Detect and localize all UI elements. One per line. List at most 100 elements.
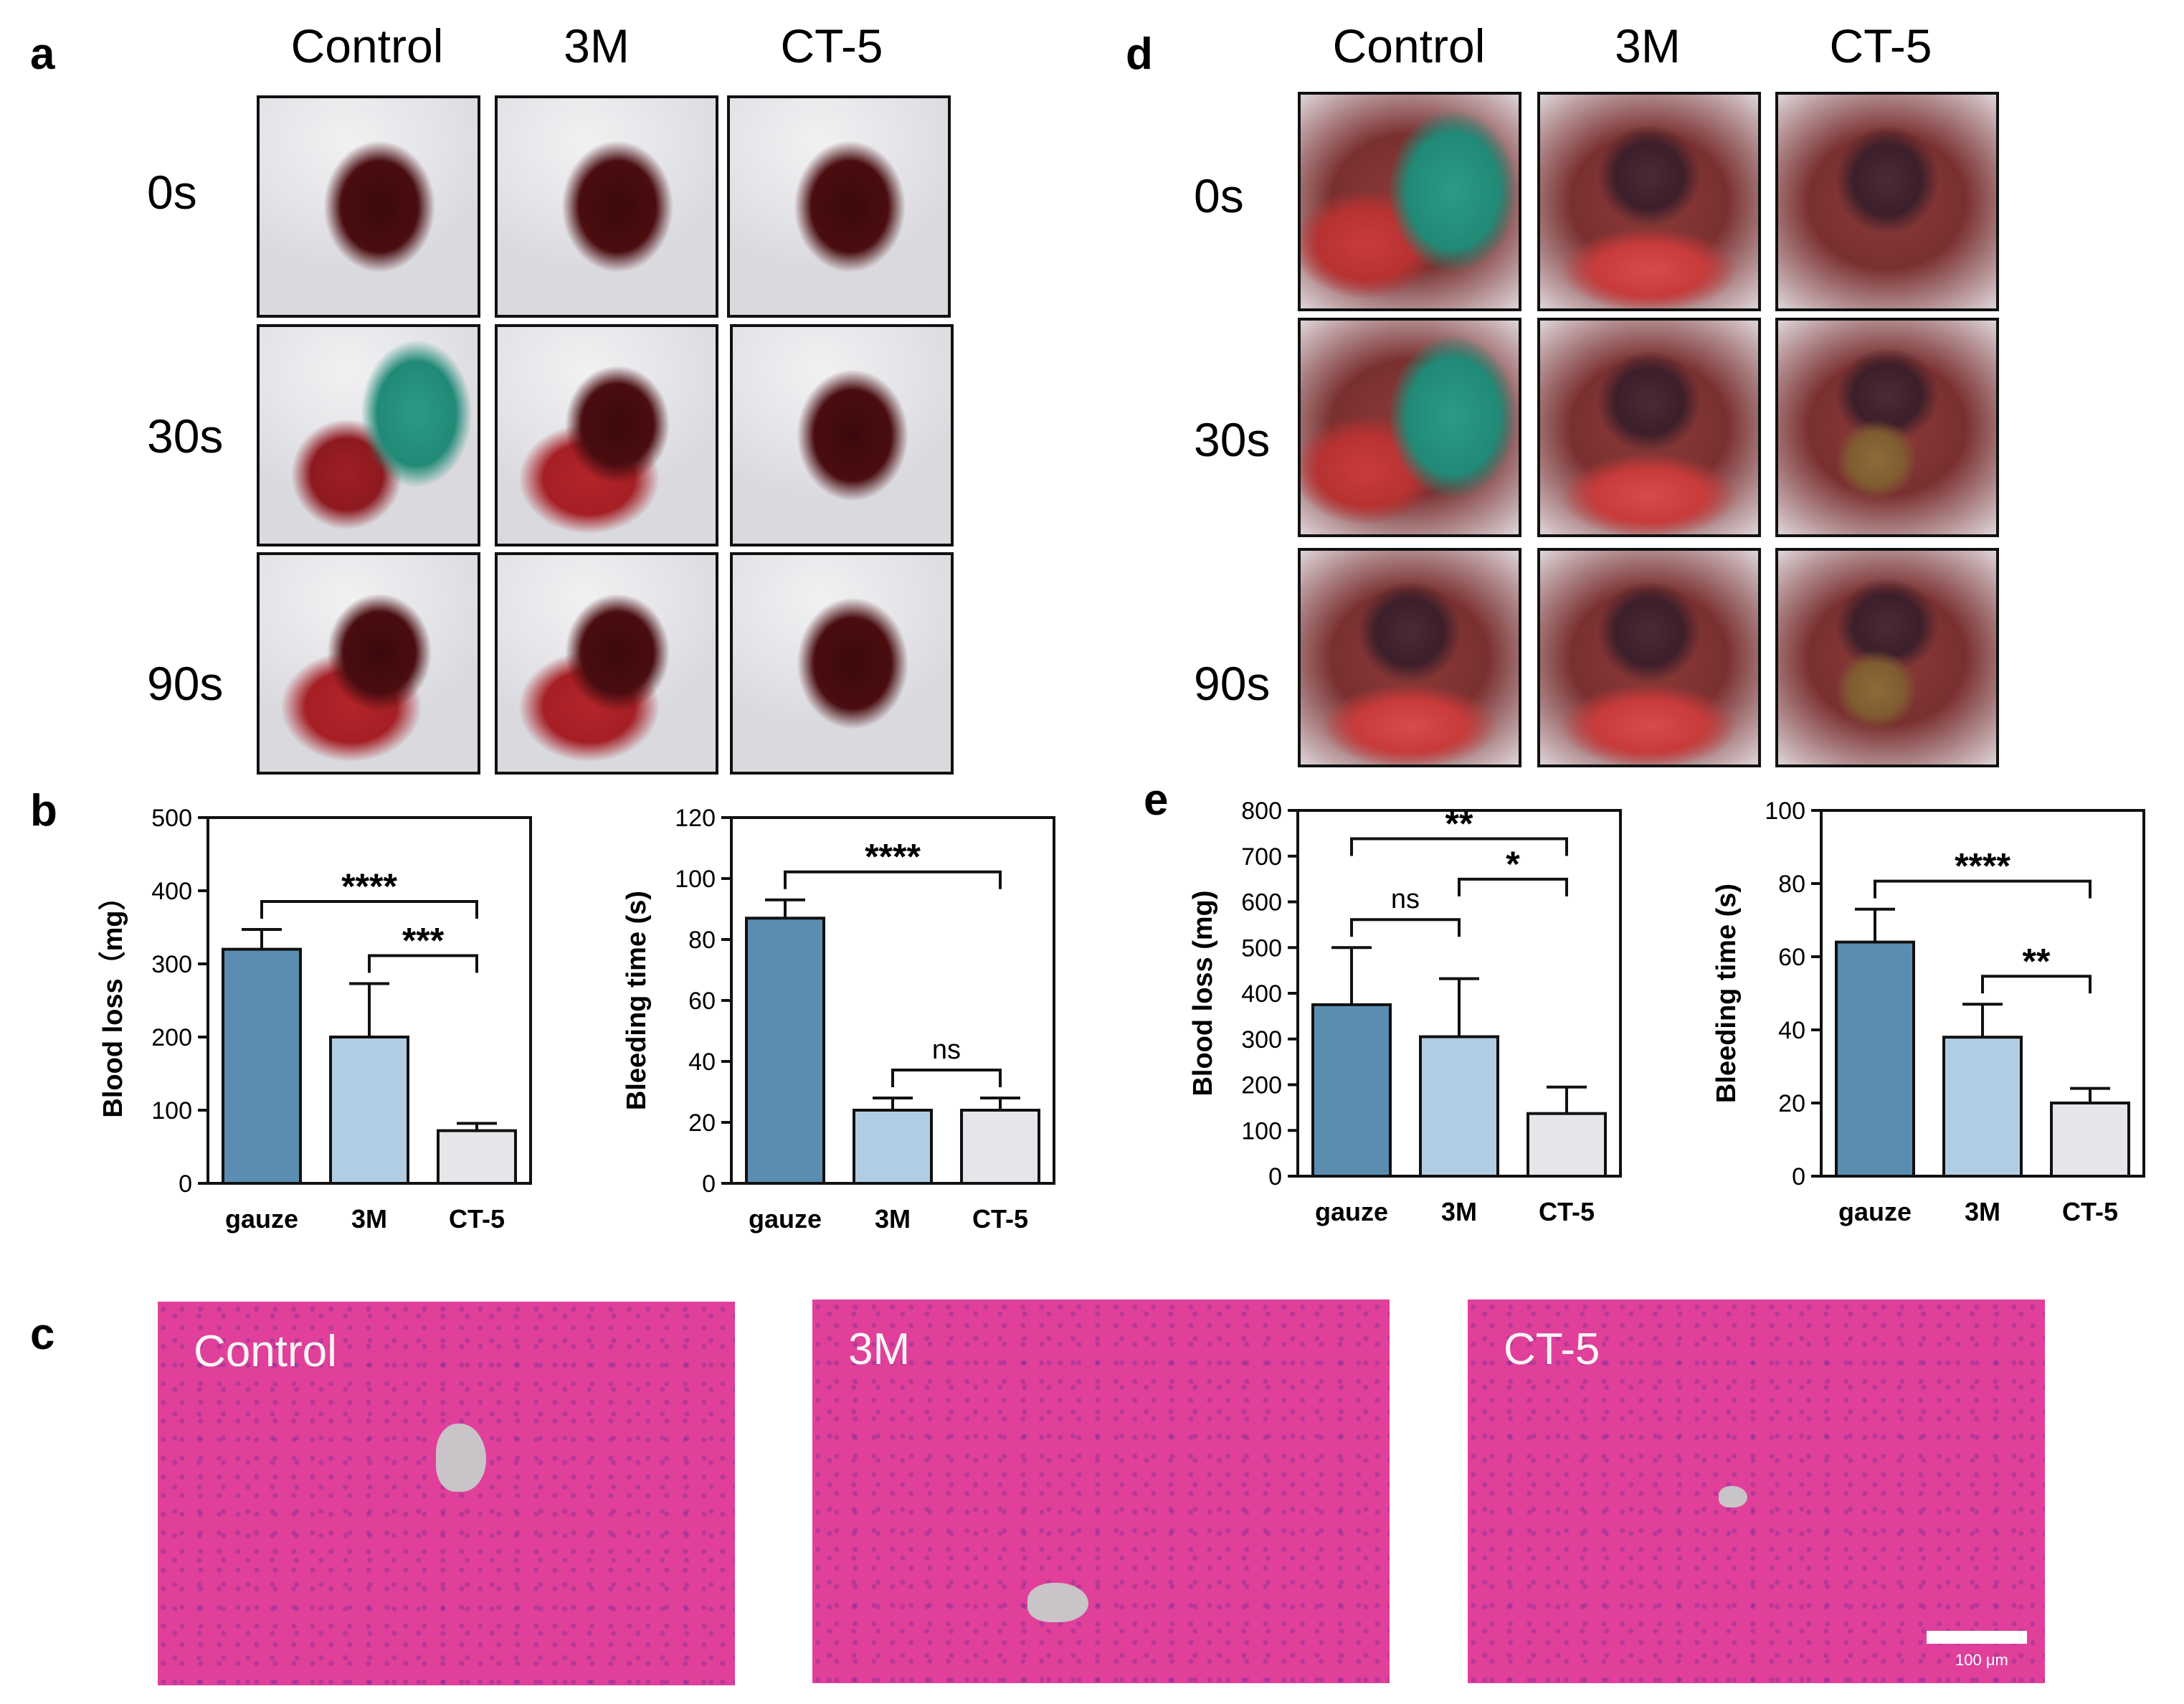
- organ-photo-ct5-30s: [1775, 318, 1999, 537]
- y-tick-label: 0: [1792, 1163, 1805, 1191]
- panel-label-c: c: [30, 1310, 55, 1359]
- y-tick-label: 0: [702, 1170, 716, 1198]
- y-tick-label: 800: [1241, 797, 1282, 825]
- bar-3m: [329, 1036, 409, 1185]
- central-vein: [436, 1424, 486, 1492]
- x-category-label: 3M: [875, 1204, 911, 1234]
- y-tick-label: 20: [688, 1109, 716, 1137]
- y-tick-label: 80: [688, 927, 716, 954]
- grid-a-row-90s: 90s: [147, 657, 224, 710]
- scale-bar-label: 100 μm: [1955, 1651, 2008, 1669]
- bar-gauze: [222, 947, 302, 1185]
- organ-photo-ct5-0s: [1775, 92, 1999, 311]
- x-category-label: CT-5: [972, 1204, 1028, 1234]
- organ-photo-3m-0s: [1537, 92, 1761, 311]
- y-tick-label: 500: [1241, 934, 1282, 962]
- bar-3m: [853, 1109, 933, 1185]
- significance-label: ****: [341, 866, 397, 907]
- x-category-label: gauze: [749, 1204, 822, 1234]
- grid-a-col-control: Control: [290, 19, 444, 72]
- y-tick-label: 120: [675, 805, 716, 832]
- panel-label-e: e: [1144, 775, 1169, 825]
- bar-ct-5: [1527, 1112, 1607, 1178]
- significance-bracket: [1874, 879, 2092, 899]
- y-tick-label: 300: [1241, 1026, 1282, 1054]
- y-axis-label: Bleeding time (s): [1711, 884, 1742, 1103]
- significance-label: *: [1506, 844, 1520, 884]
- y-tick-label: 40: [688, 1049, 716, 1076]
- y-tick-label: 300: [151, 951, 192, 978]
- organ-photo-control-0s: [1298, 92, 1521, 311]
- liver-photo-3m-90s: [495, 552, 718, 775]
- central-vein: [1719, 1486, 1747, 1507]
- significance-bracket: [1981, 975, 2092, 994]
- liver-photo-3m-0s: [495, 95, 718, 318]
- x-category-label: gauze: [1315, 1197, 1388, 1226]
- y-axis-label: Blood loss（mg）: [98, 883, 128, 1117]
- significance-label: ns: [932, 1035, 961, 1065]
- grid-a-col-ct5: CT-5: [780, 19, 883, 72]
- liver-photo-control-90s: [257, 552, 480, 775]
- x-category-label: 3M: [1441, 1197, 1477, 1226]
- x-category-label: 3M: [1965, 1197, 2000, 1226]
- significance-bracket: [1458, 877, 1568, 896]
- bar-ct-5: [960, 1109, 1040, 1185]
- grid-d-row-30s: 30s: [1194, 413, 1271, 466]
- y-axis-label: Bleeding time (s): [622, 891, 652, 1110]
- bar-gauze: [745, 917, 825, 1185]
- y-tick-label: 500: [151, 805, 192, 832]
- chart-b-blood-loss: 0 100 200 300 400 500 Blood loss（mg） gauze 3M CT-…: [98, 805, 532, 1234]
- x-category-label: 3M: [351, 1204, 387, 1234]
- bar-ct-5: [2050, 1102, 2130, 1178]
- bar-gauze: [1311, 1003, 1392, 1178]
- bar-3m: [1419, 1035, 1499, 1178]
- liver-photo-ct5-0s: [727, 95, 951, 318]
- x-category-label: CT-5: [2062, 1197, 2118, 1226]
- x-category-label: gauze: [1838, 1197, 1912, 1226]
- significance-label: ***: [402, 921, 445, 961]
- scale-bar: [1927, 1631, 2027, 1644]
- y-tick-label: 200: [151, 1024, 192, 1051]
- y-tick-label: 40: [1778, 1017, 1805, 1044]
- panel-label-a: a: [30, 29, 55, 79]
- y-tick-label: 100: [1765, 797, 1805, 825]
- chart-e-blood-loss: 0 100 200 300 400 500 600 700 800 Blood loss (mg)…: [1188, 797, 1622, 1226]
- significance-label: ****: [1955, 846, 2010, 886]
- histology-control: Control: [158, 1302, 735, 1685]
- organ-photo-control-30s: [1298, 318, 1521, 537]
- y-tick-label: 100: [151, 1097, 192, 1125]
- y-tick-label: 600: [1241, 889, 1282, 917]
- liver-photo-control-0s: [257, 95, 480, 318]
- y-tick-label: 100: [1241, 1117, 1282, 1145]
- significance-bracket: [368, 954, 478, 973]
- y-tick-label: 0: [179, 1170, 192, 1198]
- grid-d-col-3m: 3M: [1615, 19, 1681, 72]
- y-tick-label: 80: [1778, 871, 1805, 898]
- liver-photo-3m-30s: [495, 324, 718, 546]
- significance-label: **: [1445, 804, 1473, 844]
- liver-photo-control-30s: [257, 324, 480, 546]
- grid-d-row-0s: 0s: [1194, 169, 1244, 222]
- grid-d-col-control: Control: [1332, 19, 1486, 72]
- panel-label-d: d: [1126, 29, 1153, 79]
- y-tick-label: 0: [1268, 1163, 1282, 1191]
- y-tick-label: 700: [1241, 843, 1282, 871]
- organ-photo-control-90s: [1298, 548, 1521, 767]
- grid-a-row-0s: 0s: [147, 166, 197, 219]
- y-tick-label: 400: [151, 878, 192, 905]
- y-tick-label: 60: [688, 988, 716, 1015]
- chart-b-bleeding-time: 0 20 40 60 80 100 120 Bleeding time (s) gauze 3M C…: [622, 805, 1055, 1234]
- histology-label-ct5: CT-5: [1504, 1325, 1600, 1374]
- panel-label-b: b: [30, 786, 57, 836]
- bar-3m: [1942, 1036, 2023, 1178]
- x-category-label: CT-5: [1539, 1197, 1595, 1226]
- organ-photo-ct5-90s: [1775, 548, 1999, 767]
- significance-bracket: [891, 1068, 1002, 1087]
- significance-bracket: [1350, 918, 1461, 937]
- bar-ct-5: [437, 1129, 517, 1185]
- bar-gauze: [1835, 940, 1915, 1178]
- organ-photo-3m-30s: [1537, 318, 1761, 537]
- central-vein: [1027, 1583, 1088, 1622]
- histology-3m: 3M: [812, 1300, 1390, 1683]
- grid-d-row-90s: 90s: [1194, 657, 1271, 710]
